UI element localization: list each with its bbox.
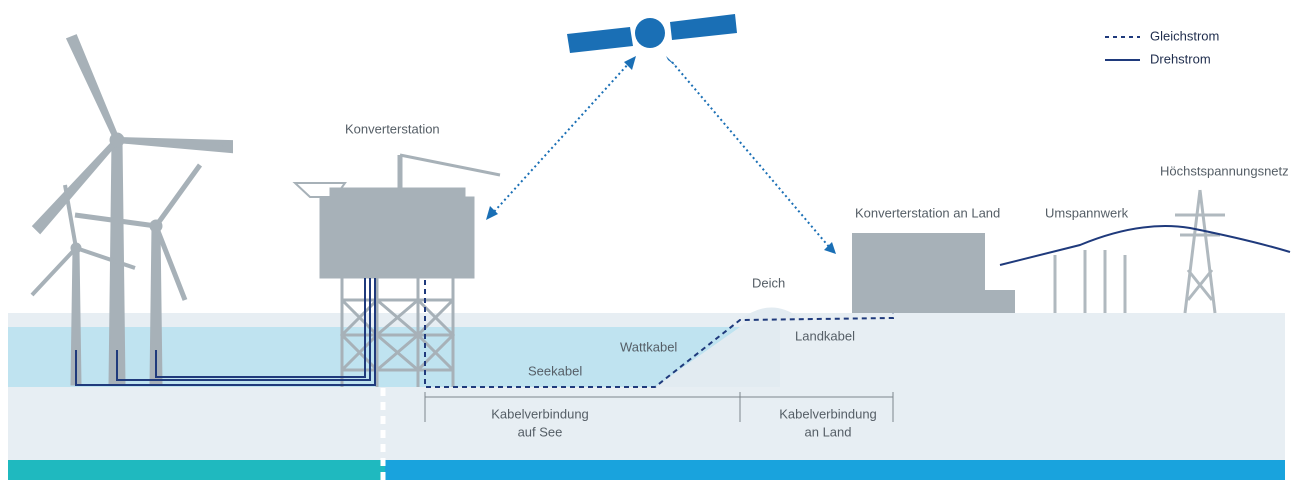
label: Wattkabel xyxy=(620,339,677,354)
label: Landkabel xyxy=(795,328,855,343)
span-label: an Land xyxy=(805,424,852,439)
ac-cables xyxy=(75,225,1291,386)
offshore-platform xyxy=(292,153,501,387)
label: Konverterstation an Land xyxy=(855,205,1000,220)
label: Höchstspannungsnetz xyxy=(1160,163,1289,178)
sea-band xyxy=(8,460,385,480)
shore xyxy=(655,316,780,387)
span-label: auf See xyxy=(518,424,563,439)
wind-turbines xyxy=(30,34,233,386)
label: Konverterstation xyxy=(345,121,440,136)
span-label: Kabelverbindung xyxy=(779,406,877,421)
onshore-station xyxy=(852,189,1225,314)
legend-label: Drehstrom xyxy=(1150,51,1211,66)
sea xyxy=(8,312,770,387)
arrowheads xyxy=(486,56,836,254)
label: Deich xyxy=(752,275,785,290)
dike-shape xyxy=(740,307,800,320)
dc-cable xyxy=(424,280,894,388)
span-label: Kabelverbindung xyxy=(491,406,589,421)
span-bracket xyxy=(424,392,894,422)
data-links xyxy=(491,61,831,249)
satellite xyxy=(567,14,737,53)
legend-label: Gleichstrom xyxy=(1150,28,1219,43)
label: Umspannwerk xyxy=(1045,205,1129,220)
land-band xyxy=(385,460,1285,480)
label: Seekabel xyxy=(528,363,582,378)
